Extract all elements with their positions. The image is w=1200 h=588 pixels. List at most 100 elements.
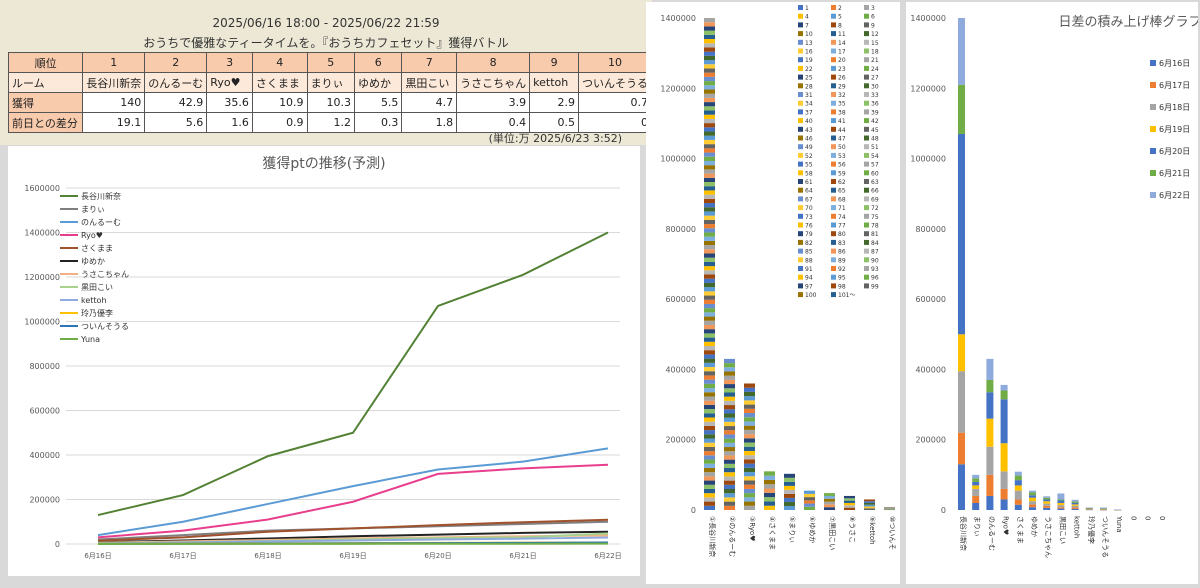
points-cell: 5.5 [355, 93, 402, 113]
x-tick-label: 0 [1144, 516, 1152, 520]
bar-segment [704, 422, 715, 426]
legend-swatch [798, 5, 803, 10]
bar-segment [744, 476, 755, 480]
bar-segment [744, 497, 755, 501]
bar-segment [704, 68, 715, 72]
bar-segment [844, 496, 855, 498]
bar-segment [764, 471, 775, 475]
bar-segment [864, 503, 875, 505]
bar-segment [1029, 507, 1036, 510]
bar-segment [704, 258, 715, 262]
bar-segment [724, 384, 735, 388]
legend-label: 17 [838, 49, 846, 56]
bar-segment [704, 81, 715, 85]
legend-label: 50 [838, 144, 846, 151]
bar-segment [704, 203, 715, 207]
bar-segment [704, 73, 715, 77]
bar-segment [804, 494, 815, 497]
legend-swatch [864, 249, 869, 254]
points-cell: 2.9 [530, 93, 579, 113]
bar-segment [704, 472, 715, 476]
bar-segment [744, 443, 755, 447]
bar-segment [1043, 499, 1050, 501]
rank-cell: 9 [530, 53, 579, 73]
legend-swatch [798, 249, 803, 254]
bar-segment [724, 455, 735, 459]
bar-segment [1001, 489, 1008, 500]
legend-swatch [831, 179, 836, 184]
legend-label: ついんそうる [81, 322, 129, 331]
x-tick-label: ⑧うさこ [848, 516, 856, 543]
bar-segment [704, 443, 715, 447]
bar-segment [804, 497, 815, 500]
legend-label: 15 [871, 40, 879, 47]
legend-swatch [864, 118, 869, 123]
legend-label: 34 [805, 101, 813, 108]
legend-label: 74 [838, 214, 846, 221]
legend-label: 73 [805, 214, 813, 221]
legend-label: のんるーむ [81, 218, 121, 227]
bar-segment [986, 447, 993, 475]
legend-label: 95 [838, 275, 846, 282]
legend-label: 43 [805, 127, 813, 134]
legend-swatch [798, 188, 803, 193]
bar-segment [704, 249, 715, 253]
bar-segment [704, 430, 715, 434]
bar-segment [704, 489, 715, 493]
legend-label: 8 [838, 22, 842, 29]
bar-segment [1057, 503, 1064, 505]
bar-segment [724, 451, 735, 455]
bar-segment [1043, 508, 1050, 510]
bar-segment [704, 64, 715, 68]
bar-segment [724, 430, 735, 434]
bar-segment [958, 134, 965, 334]
bar-segment [972, 482, 979, 486]
bar-segment [744, 413, 755, 417]
diff-cell: 0.3 [355, 113, 402, 133]
bar-segment [704, 195, 715, 199]
bar-segment [744, 459, 755, 463]
legend-label: 31 [805, 92, 813, 99]
bar-segment [1057, 507, 1064, 508]
legend-swatch [798, 66, 803, 71]
legend-label: 77 [838, 223, 846, 230]
legend-swatch [864, 101, 869, 106]
bar-segment [958, 464, 965, 510]
legend-swatch [831, 283, 836, 288]
bar-segment [1001, 399, 1008, 443]
legend-label: 98 [838, 283, 846, 290]
bar-segment [1043, 498, 1050, 500]
series-line [98, 233, 608, 516]
legend-swatch [798, 40, 803, 45]
x-tick-label: ④さくまま [768, 516, 776, 550]
bar-segment [704, 388, 715, 392]
legend-label: 6 [871, 14, 875, 21]
bar-segment [864, 499, 875, 501]
legend-swatch [798, 14, 803, 19]
bar-segment [704, 308, 715, 312]
bar-segment [958, 371, 965, 433]
bar-segment [744, 430, 755, 434]
legend-label: 57 [871, 162, 879, 169]
legend-label: 38 [838, 109, 846, 116]
legend-label: 32 [838, 92, 846, 99]
legend-swatch [798, 205, 803, 210]
bar-segment [784, 486, 795, 490]
legend-swatch [831, 275, 836, 280]
unit-note: (単位:万 2025/6/23 3:52) [489, 130, 622, 146]
legend-label: 5 [838, 14, 842, 21]
daily-diff-chart: 日差の積み上げ棒グラフ02000004000006000008000001000… [906, 2, 1198, 584]
legend-label: 19 [805, 57, 813, 64]
legend-label: 87 [871, 249, 879, 256]
bar-segment [704, 182, 715, 186]
bar-segment [724, 401, 735, 405]
legend-swatch [798, 266, 803, 271]
bar-segment [1001, 499, 1008, 510]
bar-segment [1043, 496, 1050, 497]
x-tick-label: 長谷川新奈 [959, 516, 968, 551]
legend-swatch [831, 118, 836, 123]
bar-segment [704, 89, 715, 93]
bar-segment [704, 363, 715, 367]
